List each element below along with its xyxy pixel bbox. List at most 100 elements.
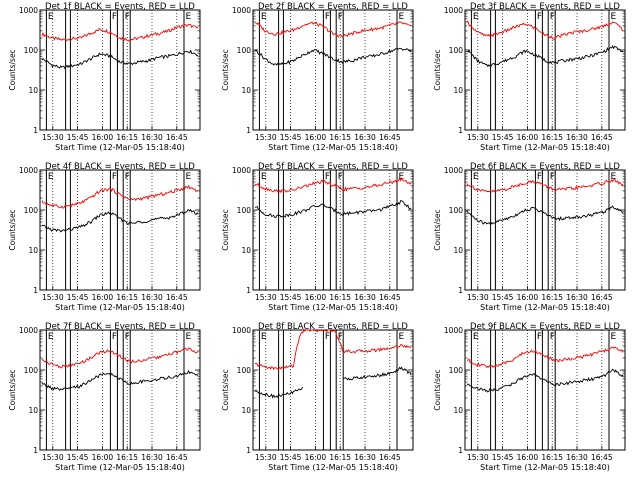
x-tick-label: 16:45: [591, 133, 613, 142]
y-axis-label: Counts/sec: [433, 49, 442, 90]
marker-label: E: [611, 172, 617, 182]
marker-label: E: [261, 172, 267, 182]
y-tick-label: 100: [24, 206, 39, 215]
series-line: [466, 346, 624, 369]
marker-label: F: [325, 332, 330, 342]
chart-title: Det 2f BLACK = Events, RED = LLD: [258, 2, 408, 12]
x-tick-label: 16:15: [541, 133, 563, 142]
x-tick-label: 16:30: [354, 293, 376, 302]
y-tick-label: 100: [449, 366, 464, 375]
x-tick-label: 16:45: [379, 453, 401, 462]
series-line: [466, 178, 624, 193]
marker-label: F: [550, 172, 555, 182]
x-tick-label: 15:45: [280, 453, 302, 462]
x-tick-label: 16:30: [354, 133, 376, 142]
marker-label: F: [338, 12, 343, 22]
series-line: [466, 20, 624, 40]
marker-label: F: [125, 12, 130, 22]
marker-label: E: [48, 172, 54, 182]
marker-label: F: [537, 12, 542, 22]
series-line: [254, 366, 412, 399]
x-tick-label: 16:00: [92, 453, 114, 462]
y-tick-label: 1000: [19, 326, 38, 335]
x-tick-label: 16:00: [517, 293, 539, 302]
marker-label: E: [399, 12, 405, 22]
marker-label: F: [112, 12, 117, 22]
x-tick-label: 15:30: [255, 453, 277, 462]
series-line: [41, 23, 199, 42]
y-tick-label: 1000: [232, 166, 251, 175]
x-tick-label: 16:15: [541, 293, 563, 302]
x-tick-label: 16:15: [541, 453, 563, 462]
y-tick-label: 1: [458, 286, 463, 295]
x-tick-label: 16:30: [141, 453, 163, 462]
chart-title: Det 6f BLACK = Events, RED = LLD: [470, 162, 620, 172]
y-tick-label: 1: [246, 446, 251, 455]
series-line: [41, 49, 199, 70]
y-tick-label: 100: [24, 366, 39, 375]
detector-plot: Det 7f BLACK = Events, RED = LLD 15:30 15:…: [8, 322, 201, 472]
x-axis-label: Start Time (12-Mar-05 15:18:40): [55, 143, 185, 152]
y-tick-label: 1000: [232, 326, 251, 335]
y-axis-label: Counts/sec: [8, 369, 17, 410]
y-tick-label: 10: [241, 86, 251, 95]
plot-frame: [252, 169, 414, 291]
marker-label: E: [473, 332, 479, 342]
x-tick-label: 15:30: [467, 293, 489, 302]
marker-label: E: [186, 172, 192, 182]
marker-label: E: [611, 12, 617, 22]
detector-plot: Det 4f BLACK = Events, RED = LLD 15:30 15:…: [8, 162, 201, 312]
x-tick-label: 15:30: [255, 133, 277, 142]
marker-label: F: [112, 332, 117, 342]
series-line: [466, 45, 624, 68]
x-tick-label: 16:00: [305, 453, 327, 462]
y-tick-label: 1000: [19, 166, 38, 175]
y-tick-label: 1: [458, 126, 463, 135]
y-tick-label: 1: [458, 446, 463, 455]
series-line: [254, 177, 412, 194]
x-tick-label: 16:45: [166, 293, 188, 302]
y-tick-label: 10: [453, 86, 463, 95]
x-axis-label: Start Time (12-Mar-05 15:18:40): [268, 143, 398, 152]
x-tick-label: 15:30: [467, 133, 489, 142]
x-tick-label: 16:15: [116, 133, 138, 142]
plot-frame: [464, 169, 626, 291]
series-line: [255, 329, 412, 371]
x-tick-label: 16:45: [591, 453, 613, 462]
x-tick-label: 16:45: [379, 133, 401, 142]
x-tick-label: 16:00: [305, 133, 327, 142]
x-axis-label: Start Time (12-Mar-05 15:18:40): [480, 463, 610, 472]
y-tick-label: 1: [33, 286, 38, 295]
x-tick-label: 15:45: [492, 133, 514, 142]
y-axis-label: Counts/sec: [221, 369, 230, 410]
x-tick-label: 15:45: [492, 293, 514, 302]
plot-frame: [464, 9, 626, 131]
x-tick-label: 16:15: [329, 453, 351, 462]
x-tick-label: 16:00: [92, 133, 114, 142]
y-tick-label: 100: [24, 46, 39, 55]
chart-title: Det 4f BLACK = Events, RED = LLD: [45, 162, 195, 172]
x-tick-label: 15:30: [467, 453, 489, 462]
detector-plot: Det 8f BLACK = Events, RED = LLD 15:30 15:…: [221, 322, 414, 472]
x-tick-label: 16:15: [329, 293, 351, 302]
marker-label: F: [338, 172, 343, 182]
series-line: [41, 184, 199, 209]
series-line: [254, 21, 411, 38]
x-axis-label: Start Time (12-Mar-05 15:18:40): [268, 303, 398, 312]
series-line: [254, 47, 412, 66]
marker-label: F: [125, 172, 130, 182]
chart-title: Det 1f BLACK = Events, RED = LLD: [45, 2, 195, 12]
x-tick-label: 15:30: [255, 293, 277, 302]
x-tick-label: 16:30: [566, 453, 588, 462]
x-tick-label: 16:15: [116, 293, 138, 302]
y-tick-label: 1: [246, 286, 251, 295]
chart-title: Det 5f BLACK = Events, RED = LLD: [258, 162, 408, 172]
plot-frame: [39, 169, 201, 291]
y-tick-label: 100: [237, 206, 252, 215]
detector-plot: Det 5f BLACK = Events, RED = LLD 15:30 15:…: [221, 162, 414, 312]
y-tick-label: 1000: [444, 166, 463, 175]
x-axis-label: Start Time (12-Mar-05 15:18:40): [55, 463, 185, 472]
marker-label: E: [399, 332, 405, 342]
x-tick-label: 15:45: [67, 453, 89, 462]
x-tick-label: 15:45: [67, 293, 89, 302]
